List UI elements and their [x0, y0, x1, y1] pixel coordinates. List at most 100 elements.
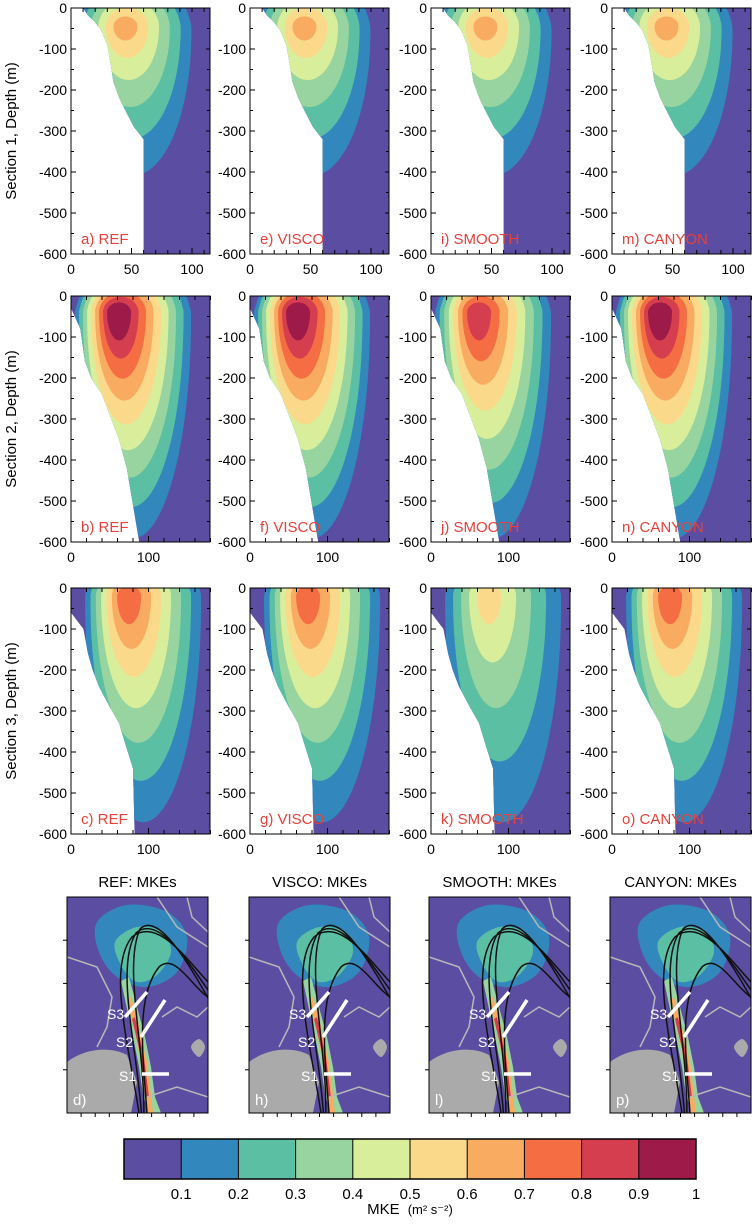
island: [734, 1039, 748, 1057]
mke-contours: [250, 296, 389, 542]
colorbar-swatch-3: [295, 1139, 354, 1179]
y-tick-label: -500: [39, 205, 67, 221]
y-tick-label: -600: [39, 826, 67, 842]
streamline-inner: [141, 962, 208, 1113]
island: [553, 1039, 567, 1057]
y-tick-label: -200: [39, 662, 67, 678]
map-panel-label: h): [255, 1092, 268, 1109]
y-axis-label: Section 3, Depth (m): [3, 642, 20, 780]
mke-contours: [83, 8, 210, 254]
colorbar-swatch-1: [181, 1139, 239, 1179]
bathymetry-contour: [67, 956, 113, 1048]
panel-label: k) SMOOTH: [441, 811, 524, 828]
y-tick-label: -300: [580, 123, 608, 139]
mke-level-6: [292, 16, 317, 41]
mke-contours: [250, 588, 389, 834]
map-canyon: CANYON: MKEs S1 S2 S3 p): [606, 874, 752, 1117]
y-tick-label: -300: [218, 411, 246, 427]
section-line-s3: [666, 990, 692, 1019]
streamline-2: [314, 924, 390, 1113]
y-tick-label: -500: [399, 205, 427, 221]
x-tick-label: 0: [246, 841, 254, 857]
y-tick-label: 0: [600, 580, 608, 596]
panel-label: c) REF: [81, 811, 128, 828]
bathymetry-contour: [548, 897, 570, 933]
bathymetry-contour: [523, 1006, 570, 1018]
section-label-s1: S1: [481, 1068, 498, 1084]
map-panel-label: l): [435, 1092, 443, 1109]
mke-contours: [624, 8, 751, 254]
y-tick-label: 0: [59, 0, 67, 16]
y-tick-label: -600: [580, 534, 608, 550]
panel-label: e) VISCO: [260, 231, 324, 248]
section-row-2: Section 2, Depth (m) b) REF 0 -100 -200 -300 -…: [3, 288, 752, 565]
land-mass: [67, 1049, 137, 1113]
y-tick-label: -400: [39, 744, 67, 760]
y-tick-label: -500: [39, 493, 67, 509]
panel-label: i) SMOOTH: [441, 231, 519, 248]
streamline-0: [301, 930, 390, 1113]
y-tick-label: 0: [238, 0, 246, 16]
streamline-2: [132, 924, 208, 1113]
y-tick-label: -300: [39, 123, 67, 139]
x-tick-label: 100: [497, 549, 521, 565]
y-tick-label: -600: [218, 246, 246, 262]
x-tick-label: 0: [246, 261, 254, 277]
colorbar: 0.1 0.2 0.3 0.4 0.5 0.6 0.7 0.8 0.9 1 MKE (m² s⁻²): [123, 1138, 700, 1218]
y-tick-label: -400: [218, 452, 246, 468]
section-label-s2: S2: [298, 1034, 315, 1050]
bathymetry-contour: [249, 956, 295, 1048]
bathymetry-contour: [508, 1086, 570, 1098]
y-tick-label: -300: [39, 411, 67, 427]
x-tick-label: 100: [678, 841, 702, 857]
y-tick-label: -200: [399, 370, 427, 386]
x-tick-label: 100: [316, 841, 340, 857]
streamline-0: [119, 930, 208, 1113]
section-line-s2: [682, 999, 710, 1038]
y-tick-label: -600: [399, 826, 427, 842]
mke-contours: [612, 588, 751, 834]
colorbar-swatch-2: [238, 1139, 297, 1179]
y-tick-label: -200: [399, 662, 427, 678]
section-label-s2: S2: [659, 1034, 676, 1050]
bathymetry-contour: [729, 897, 751, 933]
map-title: VISCO: MKEs: [272, 874, 367, 891]
map-field: [249, 897, 390, 1113]
y-tick-label: -400: [399, 452, 427, 468]
x-tick-label: 0: [246, 549, 254, 565]
colorbar-swatch-8: [581, 1139, 640, 1179]
x-tick-label: 0: [427, 549, 435, 565]
panel-label: n) CANYON: [622, 519, 704, 536]
y-tick-label: -100: [580, 621, 608, 637]
section-line-s2: [501, 999, 529, 1038]
y-tick-label: -400: [39, 452, 67, 468]
y-tick-label: -500: [218, 205, 246, 221]
mke-level-7: [658, 588, 683, 625]
colorbar-tick-label: 1: [692, 1186, 700, 1203]
bathymetry-contour: [689, 1086, 751, 1098]
y-tick-label: -100: [399, 329, 427, 345]
bathymetry-contour: [610, 956, 656, 1048]
section-label-s3: S3: [289, 1006, 306, 1022]
mke-contours: [71, 296, 210, 542]
colorbar-swatch-4: [352, 1139, 411, 1179]
panel-label: f) VISCO: [260, 519, 320, 536]
colorbar-tick-label: 0.8: [571, 1186, 592, 1203]
colorbar-swatch-0: [124, 1139, 182, 1179]
section-label-s1: S1: [301, 1068, 318, 1084]
land-mass: [429, 1049, 499, 1113]
x-tick-label: 100: [359, 261, 383, 277]
bathymetry-contour: [343, 1006, 390, 1018]
map-title: SMOOTH: MKEs: [442, 874, 556, 891]
colorbar-tick-label: 0.4: [342, 1186, 363, 1203]
colorbar-tick-label: 0.3: [285, 1186, 306, 1203]
bathymetry-contour: [328, 1086, 390, 1098]
map-panel-label: d): [73, 1092, 86, 1109]
x-tick-label: 0: [608, 549, 616, 565]
mke-plume-inner: [476, 926, 534, 983]
y-tick-label: -100: [218, 41, 246, 57]
